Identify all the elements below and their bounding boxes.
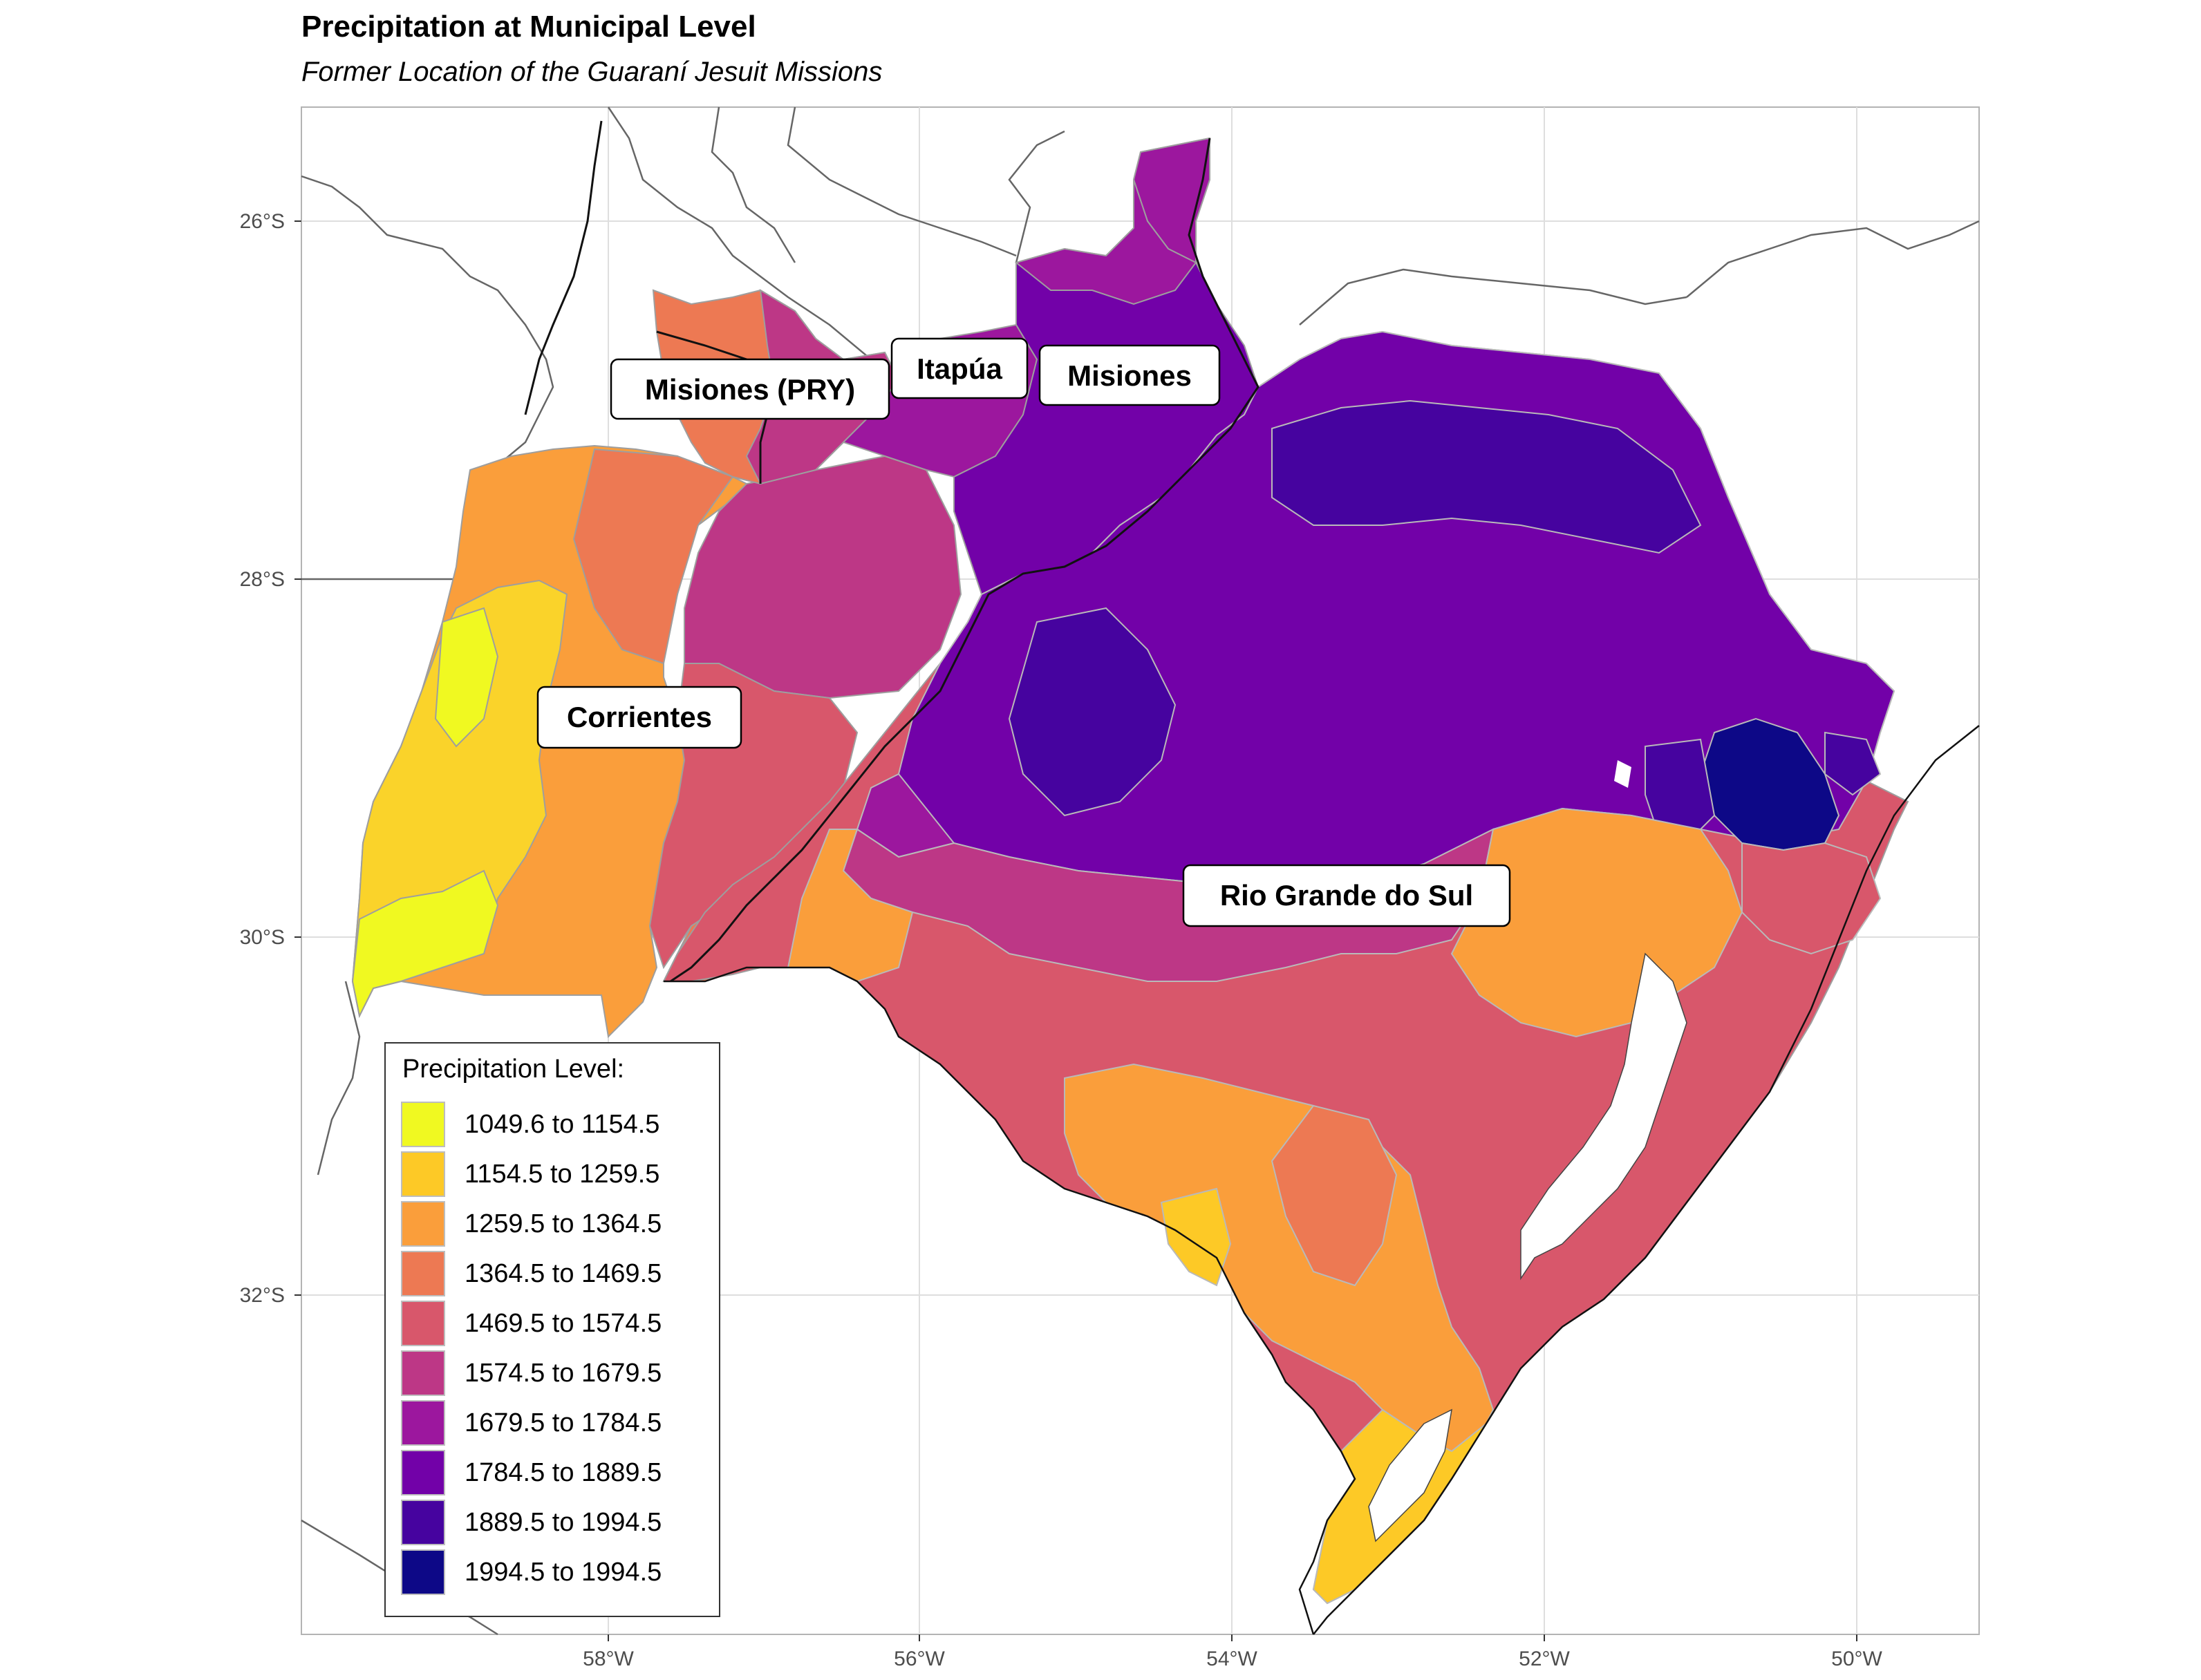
region-corrientes-north	[572, 448, 734, 665]
x-tick-54w: 54°W	[1206, 1648, 1257, 1670]
x-tick-58w: 58°W	[583, 1648, 634, 1670]
region-rgs-west-indigo	[1008, 607, 1177, 817]
region-rgs-west-orange	[787, 829, 914, 983]
legend-label: 1784.5 to 1889.5	[465, 1458, 662, 1487]
legend-item: 1049.6 to 1154.5	[401, 1102, 705, 1149]
legend-label: 1364.5 to 1469.5	[465, 1259, 662, 1288]
y-tick-32s: 32°S	[240, 1284, 285, 1307]
label-misiones-pry: Misiones (PRY)	[610, 358, 890, 420]
legend-swatch	[401, 1400, 445, 1446]
legend-label: 1574.5 to 1679.5	[465, 1359, 662, 1388]
label-itapua: Itapúa	[890, 337, 1029, 399]
legend-swatch	[401, 1201, 445, 1247]
legend-item: 1889.5 to 1994.5	[401, 1500, 705, 1547]
coastline	[1313, 725, 1980, 1635]
chart-subtitle: Former Location of the Guaraní Jesuit Mi…	[301, 57, 883, 87]
region-corrientes-bright-west	[434, 607, 499, 748]
region-rgs-south-coral	[1271, 1104, 1398, 1287]
axis-ticks	[294, 220, 1857, 1641]
legend-item: 1469.5 to 1574.5	[401, 1301, 705, 1348]
legend-label: 1679.5 to 1784.5	[465, 1408, 662, 1437]
argentina-brazil-border	[670, 138, 1259, 983]
legend-item: 1154.5 to 1259.5	[401, 1151, 705, 1198]
legend-swatch	[401, 1500, 445, 1545]
legend-swatch	[401, 1102, 445, 1147]
legend-swatch	[401, 1549, 445, 1595]
region-misiones-central	[1014, 179, 1197, 305]
label-rio-grande-do-sul-text: Rio Grande do Sul	[1220, 879, 1473, 912]
legend-label: 1469.5 to 1574.5	[465, 1309, 662, 1338]
lagoa-dos-patos	[1520, 952, 1687, 1281]
legend-label: 1994.5 to 1994.5	[465, 1558, 662, 1587]
lake-small	[1614, 760, 1631, 788]
legend-label: 1049.6 to 1154.5	[465, 1110, 660, 1139]
legend-swatch	[401, 1151, 445, 1197]
legend: Precipitation Level: 1049.6 to 1154.5 11…	[384, 1042, 720, 1617]
legend-item: 1574.5 to 1679.5	[401, 1350, 705, 1397]
region-rgs-coast-red	[1741, 842, 1882, 955]
x-tick-52w: 52°W	[1519, 1648, 1570, 1670]
legend-item: 1364.5 to 1469.5	[401, 1251, 705, 1298]
y-tick-28s: 28°S	[240, 568, 285, 591]
label-itapua-text: Itapúa	[917, 352, 1002, 385]
x-tick-50w: 50°W	[1831, 1648, 1882, 1670]
region-rgs-central-magenta	[842, 828, 1495, 982]
chart-title: Precipitation at Municipal Level	[301, 10, 756, 44]
label-corrientes-text: Corrientes	[567, 701, 712, 733]
region-corrientes-brightest	[351, 869, 499, 1019]
legend-item: 1784.5 to 1889.5	[401, 1450, 705, 1497]
label-misiones-text: Misiones	[1067, 359, 1192, 392]
legend-label: 1259.5 to 1364.5	[465, 1209, 662, 1238]
legend-title: Precipitation Level:	[402, 1055, 625, 1084]
label-rio-grande-do-sul: Rio Grande do Sul	[1182, 864, 1511, 927]
legend-swatch	[401, 1350, 445, 1396]
region-rgs-far-north	[1271, 399, 1702, 554]
y-tick-30s: 30°S	[240, 926, 285, 949]
label-misiones: Misiones	[1038, 344, 1221, 406]
legend-swatch	[401, 1301, 445, 1346]
paraguay-border	[524, 120, 603, 415]
legend-item: 1679.5 to 1784.5	[401, 1400, 705, 1447]
uruguay-border	[664, 966, 1356, 1635]
label-corrientes: Corrientes	[536, 686, 742, 749]
region-rgs-south-yellow	[1160, 1187, 1232, 1287]
legend-item: 1994.5 to 1994.5	[401, 1549, 705, 1596]
legend-label: 1154.5 to 1259.5	[465, 1160, 660, 1189]
y-tick-26s: 26°S	[240, 210, 285, 233]
region-rgs-east-indigo-2	[1824, 731, 1882, 796]
legend-item: 1259.5 to 1364.5	[401, 1201, 705, 1248]
legend-label: 1889.5 to 1994.5	[465, 1508, 662, 1537]
legend-swatch	[401, 1450, 445, 1495]
legend-swatch	[401, 1251, 445, 1296]
label-misiones-pry-text: Misiones (PRY)	[645, 373, 855, 406]
x-tick-56w: 56°W	[894, 1648, 945, 1670]
lagoa-mirim	[1368, 1408, 1452, 1542]
